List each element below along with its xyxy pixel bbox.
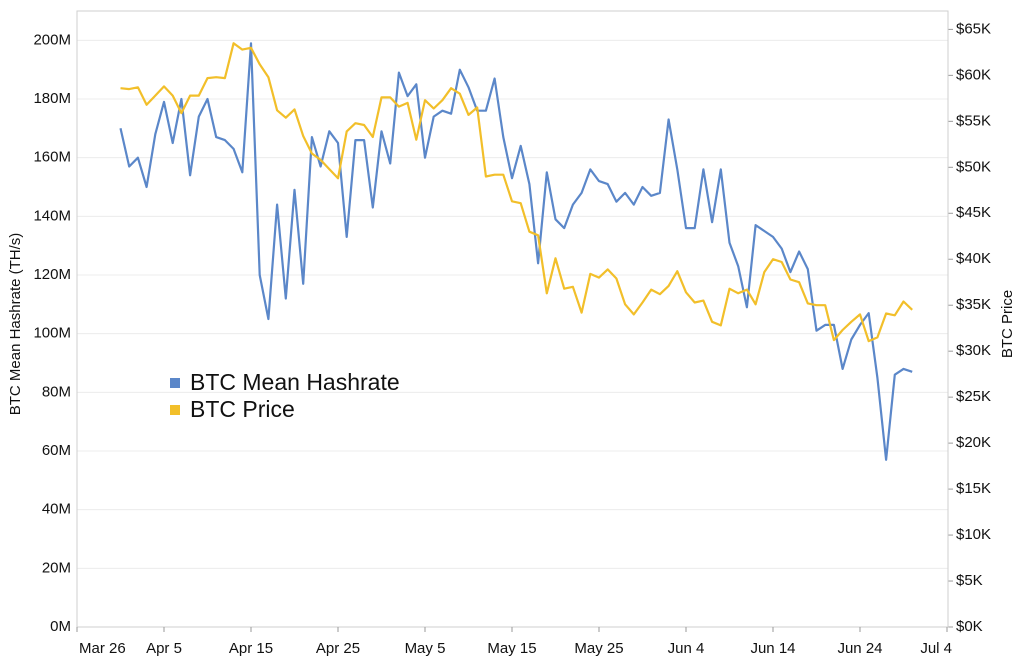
y2-tick-label: $40K — [956, 250, 991, 267]
series-line — [120, 42, 913, 343]
y-tick-label: 0M — [50, 618, 71, 635]
y2-tick-label: $5K — [956, 572, 983, 589]
y2-tick-label: $50K — [956, 158, 991, 175]
y2-tick-label: $20K — [956, 434, 991, 451]
y2-tick-label: $30K — [956, 342, 991, 359]
x-tick-label: May 5 — [405, 640, 446, 657]
y-axis-title: BTC Mean Hashrate (TH/s) — [7, 233, 24, 416]
y2-tick-label: $55K — [956, 112, 991, 129]
legend-label: BTC Price — [190, 396, 295, 422]
y-tick-label: 20M — [42, 559, 71, 576]
x-tick-label: Jul 4 — [920, 640, 952, 657]
y2-tick-label: $45K — [956, 204, 991, 221]
y2-tick-label: $65K — [956, 20, 991, 37]
x-tick-label: Apr 25 — [316, 640, 360, 657]
y-tick-label: 160M — [33, 149, 71, 166]
y2-tick-label: $10K — [956, 526, 991, 543]
legend-swatch — [170, 378, 180, 388]
x-tick-label: May 15 — [487, 640, 536, 657]
y2-tick-label: $35K — [956, 296, 991, 313]
y-tick-label: 200M — [33, 31, 71, 48]
y-tick-label: 80M — [42, 383, 71, 400]
y-tick-label: 180M — [33, 90, 71, 107]
y2-tick-label: $25K — [956, 388, 991, 405]
y-tick-label: 140M — [33, 207, 71, 224]
legend-swatch — [170, 405, 180, 415]
y-tick-label: 120M — [33, 266, 71, 283]
x-tick-label: Jun 14 — [750, 640, 795, 657]
y-tick-label: 60M — [42, 442, 71, 459]
x-tick-label: May 25 — [574, 640, 623, 657]
y-tick-label: 100M — [33, 325, 71, 342]
x-tick-label: Jun 4 — [668, 640, 705, 657]
y2-tick-label: $60K — [956, 66, 991, 83]
series-line — [119, 42, 913, 461]
y2-tick-label: $15K — [956, 480, 991, 497]
x-tick-label: Jun 24 — [837, 640, 882, 657]
x-tick-label: Apr 15 — [229, 640, 273, 657]
x-tick-label: Apr 5 — [146, 640, 182, 657]
legend-label: BTC Mean Hashrate — [190, 369, 400, 395]
y2-axis-title: BTC Price — [999, 290, 1016, 358]
y-tick-label: 40M — [42, 501, 71, 518]
x-tick-label: Mar 26 — [79, 640, 126, 657]
y2-tick-label: $0K — [956, 618, 983, 635]
